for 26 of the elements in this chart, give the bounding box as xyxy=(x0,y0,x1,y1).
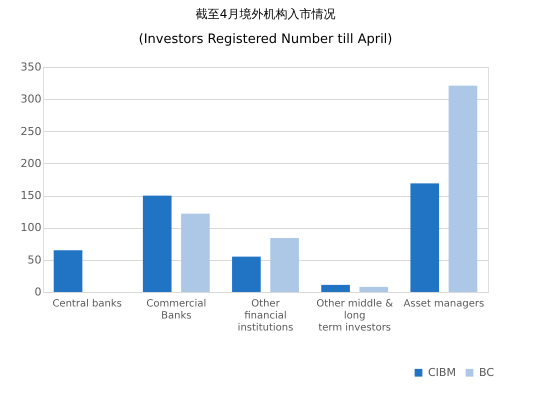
x-tick-label: Other middle & long term investors xyxy=(316,298,394,334)
chart-title: 截至4月境外机构入市情况 xyxy=(196,7,336,21)
bar xyxy=(232,256,261,292)
bar xyxy=(359,286,388,292)
x-tick-label: Commercial Banks xyxy=(146,298,206,322)
y-tick-label: 250 xyxy=(20,124,42,138)
x-tick-label: Central banks xyxy=(52,298,122,310)
bar xyxy=(54,250,82,292)
legend-label: CIBM xyxy=(428,366,456,379)
y-tick-label: 0 xyxy=(34,286,42,298)
y-tick-label: 150 xyxy=(20,189,42,202)
bar xyxy=(181,214,210,292)
bar xyxy=(321,284,350,292)
x-tick-label: Other financial institutions xyxy=(238,298,294,334)
bar xyxy=(142,196,172,292)
chart-subtitle: (Investors Registered Number till April) xyxy=(138,32,392,47)
y-tick-label: 50 xyxy=(28,253,42,266)
y-tick-label: 200 xyxy=(20,156,42,170)
bar xyxy=(410,183,440,292)
x-tick-label: Asset managers xyxy=(404,298,484,310)
y-tick-label: 300 xyxy=(20,92,42,106)
y-tick-label: 350 xyxy=(20,60,42,74)
y-tick-label: 100 xyxy=(20,221,42,234)
legend-label: BC xyxy=(479,366,494,379)
bar xyxy=(270,238,299,292)
bar xyxy=(448,86,478,292)
